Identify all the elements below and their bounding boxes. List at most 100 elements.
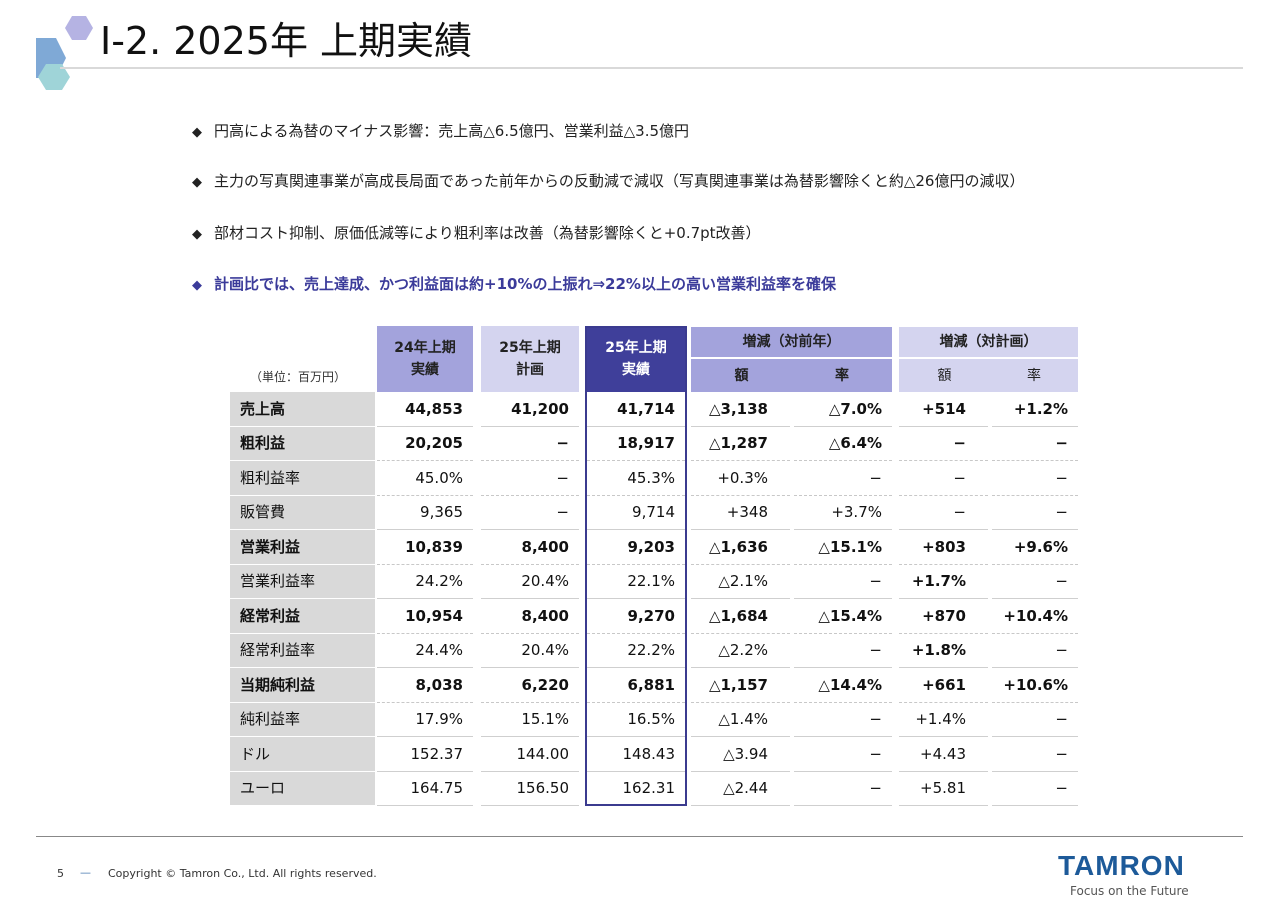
row-label: 純利益率 (230, 702, 375, 737)
table-cell: − (899, 461, 988, 496)
table-cell: +10.4% (992, 599, 1078, 634)
table-cell: 9,714 (587, 496, 685, 530)
table-cell: 22.2% (587, 634, 685, 668)
table-cell: − (794, 634, 892, 668)
diamond-icon: ◆ (192, 125, 202, 140)
table-cell: 144.00 (481, 737, 579, 772)
table-cell: △15.1% (794, 530, 892, 565)
diamond-icon: ◆ (192, 175, 202, 190)
table-cell: +0.3% (691, 461, 790, 496)
table-cell: △7.0% (794, 392, 892, 427)
row-label: ユーロ (230, 771, 375, 806)
sub-header: 率 (990, 359, 1078, 392)
table-cell: − (992, 565, 1078, 599)
table-cell: 45.3% (587, 461, 685, 496)
table-cell: 22.1% (587, 565, 685, 599)
copyright: Copyright © Tamron Co., Ltd. All rights … (108, 867, 377, 880)
column-header: 24年上期 実績 (377, 326, 473, 392)
row-label: 粗利益率 (230, 461, 375, 496)
table-cell: − (992, 496, 1078, 530)
table-cell: − (992, 772, 1078, 806)
table-cell: 24.4% (377, 634, 473, 668)
table-cell: △3.94 (691, 737, 790, 772)
table-cell: +5.81 (899, 772, 988, 806)
column-header: 25年上期 計画 (481, 326, 579, 392)
logo-tagline: Focus on the Future (1070, 884, 1189, 898)
table-cell: +870 (899, 599, 988, 634)
table-cell: △3,138 (691, 392, 790, 427)
table-cell: △1,684 (691, 599, 790, 634)
row-label: 営業利益 (230, 530, 375, 565)
unit-label: （単位：百万円） (250, 370, 347, 384)
row-label: 売上高 (230, 392, 375, 427)
bullet-item: ◆ 円高による為替のマイナス影響：売上高△6.5億円、営業利益△3.5億円 (192, 121, 689, 143)
bullet-item: ◆ 部材コスト抑制、原価低減等により粗利率は改善（為替影響除くと+0.7pt改善） (192, 223, 761, 245)
bullet-text: 主力の写真関連事業が高成長局面であった前年からの反動減で減収（写真関連事業は為替… (214, 172, 1025, 190)
table-cell: +661 (899, 668, 988, 703)
table-cell: 41,200 (481, 392, 579, 427)
table-cell: − (992, 427, 1078, 461)
table-cell: − (794, 737, 892, 772)
footer-dash: — (80, 866, 91, 879)
row-label: 当期純利益 (230, 668, 375, 703)
table-cell: 20.4% (481, 634, 579, 668)
table-cell: 164.75 (377, 772, 473, 806)
table-cell: − (794, 772, 892, 806)
table-cell: − (481, 461, 579, 496)
group-header: 増減（対計画） (899, 327, 1078, 357)
row-label: 経常利益率 (230, 633, 375, 668)
table-cell: △1,287 (691, 427, 790, 461)
table-cell: △6.4% (794, 427, 892, 461)
diamond-icon: ◆ (192, 278, 202, 293)
table-cell: − (794, 461, 892, 496)
table-cell: 6,881 (587, 668, 685, 703)
table-cell: △2.2% (691, 634, 790, 668)
table-cell: +803 (899, 530, 988, 565)
row-label: 粗利益 (230, 426, 375, 461)
table-cell: 148.43 (587, 737, 685, 772)
table-cell: 16.5% (587, 703, 685, 737)
sub-header: 率 (792, 359, 892, 392)
bullet-text: 円高による為替のマイナス影響：売上高△6.5億円、営業利益△3.5億円 (214, 122, 690, 140)
table-cell: 8,400 (481, 530, 579, 565)
page-number: 5 (57, 867, 64, 880)
table-cell: 20,205 (377, 427, 473, 461)
page-title: Ⅰ-2. 2025年 上期実績 (100, 19, 473, 63)
table-cell: △1,157 (691, 668, 790, 703)
table-cell: − (899, 496, 988, 530)
row-label: 経常利益 (230, 599, 375, 634)
table-cell: − (992, 461, 1078, 496)
table-cell: − (899, 427, 988, 461)
table-cell: 9,203 (587, 530, 685, 565)
table-cell: 156.50 (481, 772, 579, 806)
bullet-text: 部材コスト抑制、原価低減等により粗利率は改善（為替影響除くと+0.7pt改善） (214, 224, 761, 242)
table-cell: △2.44 (691, 772, 790, 806)
table-cell: +514 (899, 392, 988, 427)
table-cell: +9.6% (992, 530, 1078, 565)
table-cell: 45.0% (377, 461, 473, 496)
table-cell: +1.4% (899, 703, 988, 737)
row-label: 営業利益率 (230, 564, 375, 599)
sub-header: 額 (899, 359, 990, 392)
table-cell: 162.31 (587, 772, 685, 806)
title-divider (60, 67, 1243, 69)
table-cell: − (481, 496, 579, 530)
table-cell: 15.1% (481, 703, 579, 737)
column-header: 25年上期 実績 (587, 326, 685, 392)
tamron-logo: TAMRON (1058, 850, 1185, 881)
diamond-icon: ◆ (192, 227, 202, 242)
sub-header: 額 (691, 359, 792, 392)
table-cell: +348 (691, 496, 790, 530)
bullet-item-highlight: ◆ 計画比では、売上達成、かつ利益面は約+10%の上振れ⇒22%以上の高い営業利益… (192, 274, 836, 296)
table-cell: △15.4% (794, 599, 892, 634)
table-cell: △14.4% (794, 668, 892, 703)
footer-divider (36, 836, 1243, 837)
table-cell: 10,839 (377, 530, 473, 565)
table-cell: 6,220 (481, 668, 579, 703)
table-cell: △2.1% (691, 565, 790, 599)
table-cell: 18,917 (587, 427, 685, 461)
table-cell: − (481, 427, 579, 461)
table-cell: − (992, 634, 1078, 668)
table-cell: +1.7% (899, 565, 988, 599)
